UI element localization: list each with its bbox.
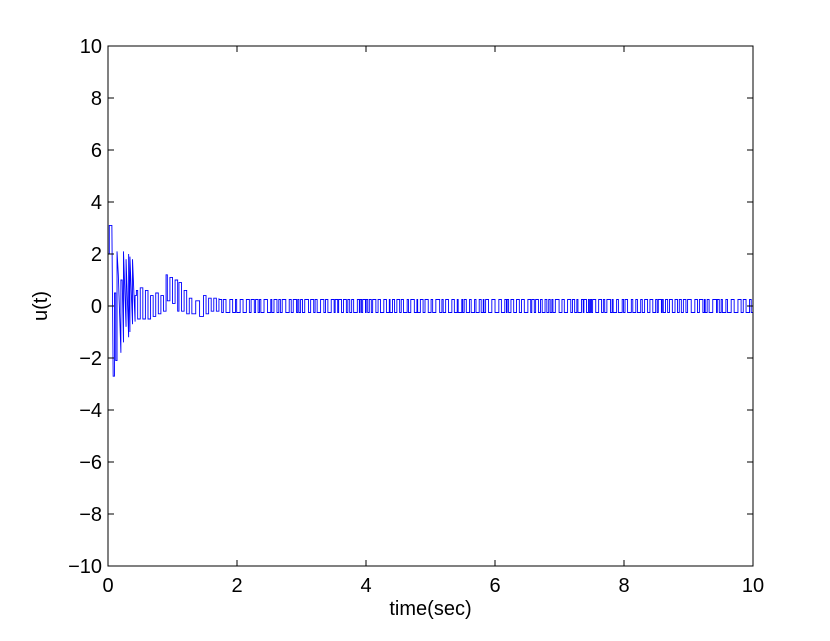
axes-background (108, 46, 753, 566)
y-tick-label: 10 (80, 36, 102, 58)
x-tick-label: 2 (231, 575, 242, 597)
x-tick-label: 10 (742, 575, 764, 597)
y-tick-label: 2 (91, 244, 102, 266)
y-tick-label: 0 (91, 296, 102, 318)
y-tick-label: −6 (79, 452, 102, 474)
x-tick-label: 8 (618, 575, 629, 597)
y-tick-label: −4 (79, 400, 102, 422)
x-axis-ticks: 0 2 4 6 8 10 (102, 46, 764, 597)
x-axis-label: time(sec) (389, 598, 471, 620)
y-axis-label: u(t) (30, 291, 52, 321)
y-tick-label: −10 (68, 556, 102, 578)
x-tick-label: 6 (489, 575, 500, 597)
series-line-0 (108, 224, 753, 377)
y-tick-label: 4 (91, 192, 102, 214)
y-tick-label: 6 (91, 140, 102, 162)
y-tick-label: 8 (91, 88, 102, 110)
y-tick-label: −2 (79, 348, 102, 370)
y-axis-ticks: −10 −8 −6 −4 −2 0 2 4 6 8 10 (68, 36, 753, 578)
x-tick-label: 4 (360, 575, 371, 597)
y-tick-label: −8 (79, 504, 102, 526)
plot-layer (108, 224, 753, 377)
x-tick-label: 0 (102, 575, 113, 597)
